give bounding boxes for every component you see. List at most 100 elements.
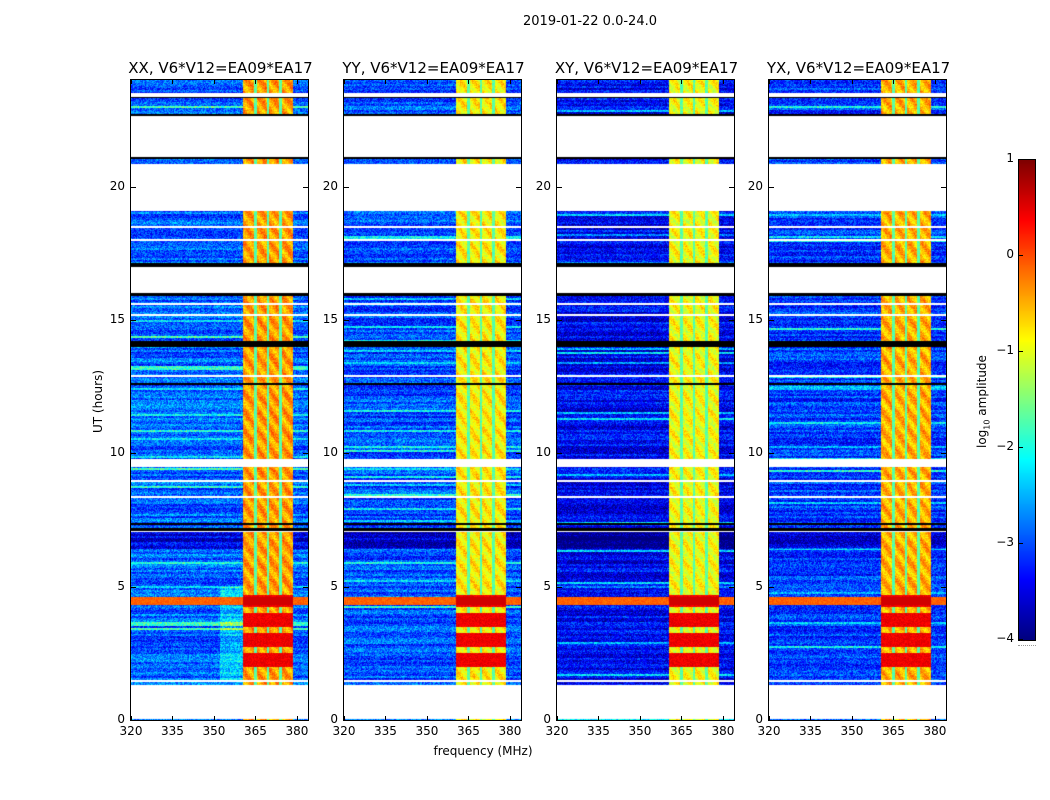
colorbar-tick-label: −1 [996, 343, 1014, 357]
x-tick-label: 350 [628, 724, 652, 738]
y-tick-right [303, 586, 308, 588]
colorbar-tick-label: 1 [1006, 151, 1014, 165]
y-tick-label: 5 [543, 578, 551, 593]
x-tick [385, 716, 387, 720]
x-tick-label: 380 [285, 724, 309, 738]
heatmap-image [557, 80, 734, 720]
x-tick-top [722, 80, 724, 84]
colorbar-tick-label: −3 [996, 535, 1014, 549]
y-tick-label: 15 [747, 312, 763, 326]
y-tick [557, 186, 562, 188]
heatmap-panel-xx [130, 79, 309, 721]
x-tick-top [468, 80, 470, 84]
heatmap-panel-yx [768, 79, 947, 721]
y-tick-right [303, 186, 308, 188]
x-tick-top [893, 80, 895, 84]
x-tick-top [131, 80, 132, 84]
colorbar-tick [1019, 447, 1023, 448]
y-tick-label: 15 [535, 312, 551, 326]
x-tick-top [509, 80, 511, 84]
x-tick [426, 716, 428, 720]
y-tick-label: 20 [322, 178, 338, 193]
y-tick-label: 20 [747, 178, 763, 193]
panel-title: XY, V6*V12=EA09*EA17 [554, 59, 739, 77]
x-tick [296, 716, 298, 720]
x-tick [557, 716, 558, 720]
x-tick-label: 335 [374, 724, 397, 738]
x-tick-label: 320 [545, 724, 569, 738]
y-tick [769, 186, 774, 188]
x-tick-label: 365 [882, 724, 905, 738]
x-tick [598, 716, 600, 720]
y-tick-label: 0 [330, 712, 338, 726]
x-tick [639, 716, 641, 720]
y-tick-right [941, 320, 946, 321]
y-tick [344, 586, 349, 588]
heatmap-image [344, 80, 521, 720]
x-tick-top [681, 80, 683, 84]
x-tick [468, 716, 470, 720]
y-tick-label: 5 [755, 578, 763, 593]
x-tick-top [810, 80, 812, 84]
x-tick [893, 716, 895, 720]
y-tick-right [303, 720, 308, 721]
y-tick [557, 320, 562, 321]
x-tick-top [296, 80, 298, 84]
x-tick-top [934, 80, 936, 84]
panel-title: XX, V6*V12=EA09*EA17 [128, 59, 313, 77]
colorbar-tick-label: 0 [1006, 247, 1014, 261]
x-tick-label: 365 [244, 724, 267, 738]
x-tick-label: 320 [757, 724, 781, 738]
heatmap-panel-yy [343, 79, 522, 721]
x-tick-label: 380 [498, 724, 522, 738]
y-tick-label: 20 [535, 178, 551, 193]
x-tick-top [426, 80, 428, 84]
colorbar-tick [1019, 351, 1023, 352]
x-tick-top [598, 80, 600, 84]
x-tick [681, 716, 683, 720]
y-tick-label: 0 [543, 712, 551, 726]
y-tick-label: 10 [535, 445, 551, 460]
y-tick-right [516, 186, 521, 188]
y-tick [131, 720, 136, 721]
panel-title: YY, V6*V12=EA09*EA17 [342, 59, 525, 77]
colorbar-label-rest: amplitude [975, 355, 989, 420]
heatmap-image [769, 80, 946, 720]
heatmap-image [131, 80, 308, 720]
y-tick-right [516, 586, 521, 588]
y-tick [344, 720, 349, 721]
y-tick-label: 5 [330, 578, 338, 593]
y-tick-right [941, 720, 946, 721]
y-tick-right [941, 453, 946, 455]
y-tick [557, 720, 562, 721]
y-tick-right [303, 453, 308, 455]
figure-title: 2019-01-22 0.0-24.0 [523, 14, 657, 29]
colorbar-tick [1019, 639, 1023, 640]
y-tick-label: 20 [109, 178, 125, 193]
x-tick-label: 320 [119, 724, 143, 738]
x-tick [810, 716, 812, 720]
y-tick [344, 453, 349, 455]
colorbar-tick [1019, 159, 1023, 160]
x-tick-top [344, 80, 345, 84]
x-tick-label: 350 [840, 724, 864, 738]
y-tick [769, 720, 774, 721]
x-tick-top [851, 80, 853, 84]
heatmap-panel-xy [556, 79, 735, 721]
x-tick [934, 716, 936, 720]
x-tick [255, 716, 257, 720]
colorbar [1018, 159, 1036, 641]
x-tick-top [255, 80, 257, 84]
y-tick [131, 453, 136, 455]
y-tick [557, 453, 562, 455]
x-tick-label: 365 [670, 724, 693, 738]
y-tick-label: 10 [109, 445, 125, 460]
y-tick [131, 320, 136, 321]
y-tick-right [729, 453, 734, 455]
y-tick-right [941, 586, 946, 588]
x-tick [509, 716, 511, 720]
x-tick-top [769, 80, 770, 84]
colorbar-tick [1019, 255, 1023, 256]
y-tick-label: 15 [109, 312, 125, 326]
colorbar-tick-label: −4 [996, 631, 1014, 645]
